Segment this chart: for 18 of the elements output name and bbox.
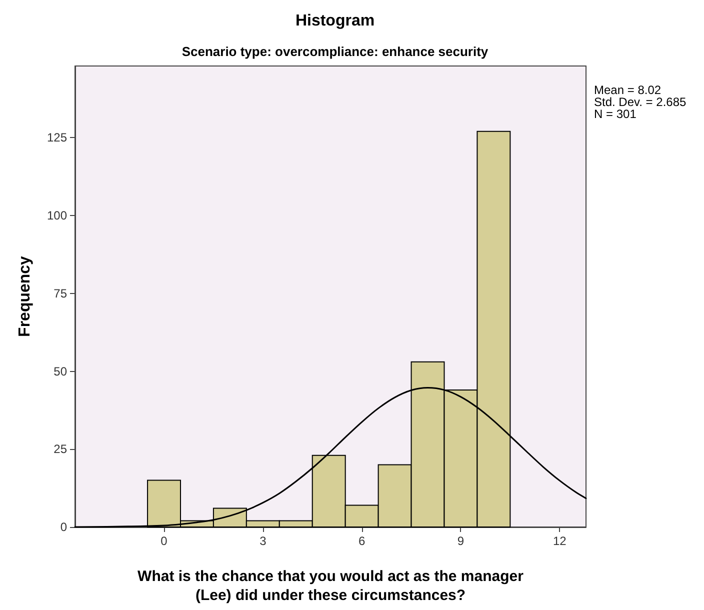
text: N = 301 [594, 107, 637, 121]
x-tick-label: 6 [358, 534, 366, 548]
y-tick-label: 100 [46, 208, 68, 223]
chart-subtitle: Scenario type: overcompliance: enhance security [182, 44, 489, 59]
text: Mean = 8.02 [594, 83, 662, 97]
x-axis-title: What is the chance that you would act as the manager (Lee) did under these circumstances? [138, 568, 524, 604]
chart-title: Histogram [295, 12, 375, 30]
x-tick-label: 9 [457, 534, 464, 548]
text: Std. Dev. = 2.685 [594, 95, 686, 109]
y-axis-title: Frequency [16, 256, 34, 337]
y-tick-label: 125 [46, 130, 68, 145]
x-tick-label: 0 [160, 534, 168, 548]
y-tick-label: 0 [60, 520, 68, 534]
y-tick-label: 50 [54, 364, 68, 378]
x-tick-label: 12 [552, 534, 567, 548]
y-tick-label: 75 [54, 286, 68, 300]
x-tick-label: 3 [260, 534, 267, 548]
y-tick-label: 25 [54, 442, 68, 456]
